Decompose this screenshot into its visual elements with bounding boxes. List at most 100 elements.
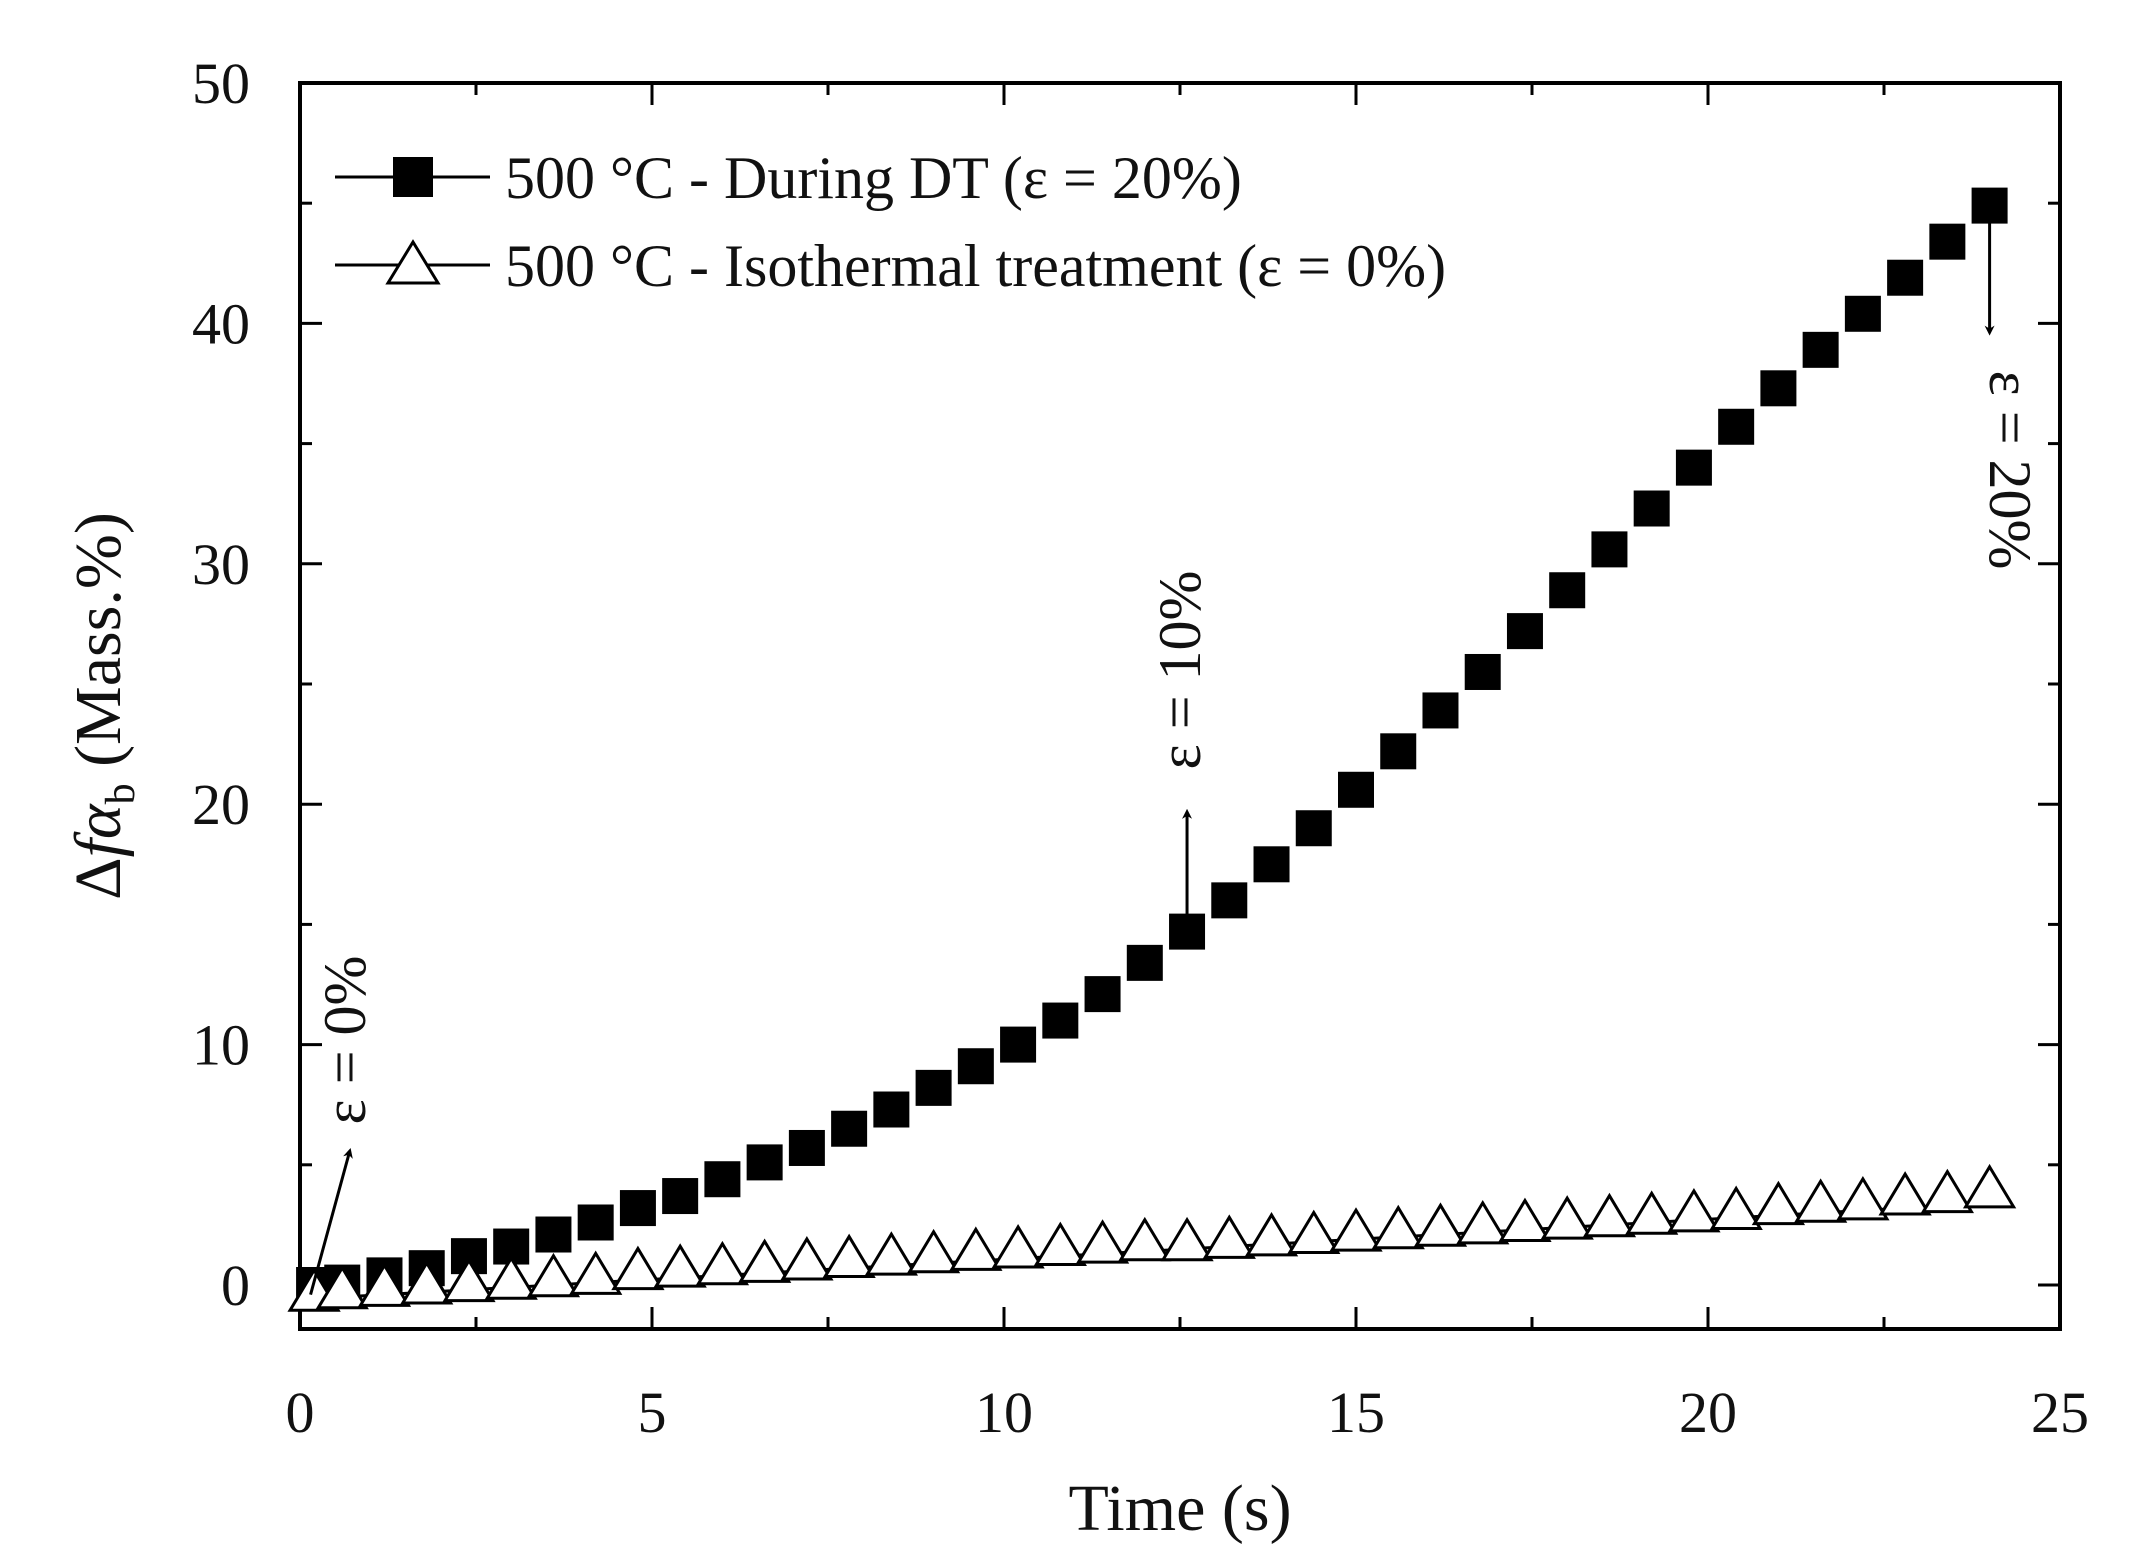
data-point-during-dt — [535, 1216, 572, 1253]
data-point-isothermal — [1920, 1168, 1975, 1214]
data-point-isothermal — [1540, 1195, 1594, 1240]
legend-item-during-dt: 500 °C - During DT (ε = 20%) — [335, 145, 1242, 211]
data-point-during-dt — [746, 1144, 783, 1181]
y-tick-label: 0 — [221, 1253, 250, 1318]
legend-marker-filled-square — [393, 157, 433, 197]
data-point-isothermal — [315, 1264, 369, 1310]
data-point-isothermal — [653, 1243, 707, 1288]
data-point-isothermal — [695, 1240, 750, 1286]
y-axis-title: Δfαb (Mass.%) — [62, 512, 144, 900]
legend-item-isothermal: 500 °C - Isothermal treatment (ε = 0%) — [335, 233, 1446, 299]
annotation-strain-0-arrow — [309, 1147, 353, 1296]
data-point-isothermal — [1413, 1202, 1468, 1247]
data-point-isothermal — [1160, 1216, 1214, 1262]
axis-ticks: 0 5 10 15 20 25 0 10 20 30 40 50 — [192, 51, 2089, 1445]
data-point-during-dt — [1295, 810, 1332, 847]
data-point-during-dt — [1084, 976, 1121, 1013]
data-point-during-dt — [1929, 223, 1966, 260]
data-point-isothermal — [1582, 1192, 1637, 1238]
data-point-isothermal — [1329, 1207, 1383, 1252]
x-tick-label: 25 — [2031, 1380, 2089, 1445]
y-tick-label: 10 — [192, 1013, 250, 1078]
data-point-isothermal — [1456, 1199, 1510, 1245]
x-tick-label: 10 — [975, 1380, 1033, 1445]
annotation-strain-20: ε = 20% — [1977, 215, 2043, 570]
data-point-isothermal — [1709, 1185, 1763, 1230]
y-tick-label: 30 — [192, 532, 250, 597]
x-tick-label: 15 — [1327, 1380, 1385, 1445]
data-point-isothermal — [1878, 1171, 1932, 1216]
data-point-isothermal — [949, 1226, 1003, 1271]
data-point-isothermal — [1118, 1216, 1172, 1262]
legend-label-isothermal: 500 °C - Isothermal treatment (ε = 0%) — [505, 233, 1446, 299]
annotation-strain-20-label: ε = 20% — [1977, 370, 2043, 569]
data-point-isothermal — [1202, 1214, 1256, 1259]
data-point-during-dt — [1380, 733, 1417, 770]
data-point-during-dt — [1506, 613, 1543, 650]
data-point-during-dt — [1338, 771, 1374, 808]
y-tick-label: 20 — [192, 772, 250, 837]
data-point-isothermal — [1836, 1175, 1890, 1221]
data-point-isothermal — [1793, 1178, 1848, 1223]
series-isothermal — [287, 1163, 2017, 1312]
data-point-isothermal — [1244, 1212, 1299, 1257]
data-point-during-dt — [1718, 408, 1755, 445]
data-point-during-dt — [1042, 1002, 1079, 1039]
annotation-strain-0-label: ε = 0% — [312, 955, 378, 1124]
data-point-isothermal — [400, 1260, 454, 1305]
legend-label-during-dt: 500 °C - During DT (ε = 20%) — [505, 145, 1242, 211]
annotation-strain-0: ε = 0% — [309, 955, 378, 1296]
data-point-isothermal — [1625, 1190, 1679, 1235]
data-point-during-dt — [831, 1110, 868, 1147]
data-point-during-dt — [1126, 944, 1163, 981]
data-point-isothermal — [737, 1238, 792, 1283]
data-point-isothermal — [780, 1236, 834, 1281]
legend: 500 °C - During DT (ε = 20%) 500 °C - Is… — [335, 145, 1446, 299]
data-point-during-dt — [1760, 370, 1797, 407]
data-point-during-dt — [1422, 692, 1459, 729]
data-point-during-dt — [619, 1190, 656, 1227]
series-during-dt — [296, 187, 2008, 1303]
data-point-isothermal — [1667, 1187, 1721, 1233]
legend-marker-open-triangle — [385, 239, 441, 285]
data-point-during-dt — [1844, 295, 1881, 332]
data-point-isothermal — [357, 1262, 412, 1307]
data-point-during-dt — [1633, 490, 1670, 527]
x-tick-label: 5 — [638, 1380, 667, 1445]
y-tick-label: 40 — [192, 291, 250, 356]
annotations: ε = 0% ε = 10% ε = 20% — [309, 215, 2043, 1296]
data-point-during-dt — [1802, 331, 1839, 368]
x-axis-title: Time (s) — [1068, 1472, 1291, 1545]
data-point-isothermal — [864, 1231, 919, 1276]
data-point-during-dt — [704, 1161, 741, 1198]
data-point-during-dt — [1887, 259, 1924, 296]
data-point-isothermal — [991, 1224, 1045, 1269]
y-tick-label: 50 — [192, 51, 250, 116]
data-point-during-dt — [957, 1048, 994, 1085]
x-tick-label: 20 — [1679, 1380, 1737, 1445]
data-point-isothermal — [569, 1250, 623, 1295]
x-tick-label: 0 — [286, 1380, 315, 1445]
data-point-during-dt — [1464, 653, 1501, 690]
data-point-isothermal — [1962, 1163, 2017, 1209]
data-point-during-dt — [1253, 846, 1290, 883]
data-point-during-dt — [1549, 572, 1586, 609]
data-point-isothermal — [1371, 1204, 1425, 1250]
data-point-during-dt — [788, 1129, 825, 1166]
data-point-isothermal — [442, 1257, 496, 1303]
data-point-isothermal — [822, 1233, 876, 1279]
data-point-during-dt — [577, 1204, 614, 1241]
data-point-isothermal — [526, 1252, 581, 1298]
data-point-isothermal — [1075, 1219, 1130, 1264]
data-point-during-dt — [873, 1091, 910, 1128]
data-point-isothermal — [611, 1245, 665, 1291]
data-point-during-dt — [1591, 531, 1628, 568]
annotation-strain-10: ε = 10% — [1147, 570, 1213, 932]
data-point-during-dt — [1000, 1026, 1037, 1063]
data-point-during-dt — [915, 1069, 952, 1106]
data-point-isothermal — [1033, 1221, 1087, 1267]
data-point-isothermal — [1498, 1197, 1552, 1242]
annotation-strain-10-label: ε = 10% — [1147, 570, 1213, 769]
data-point-isothermal — [906, 1228, 961, 1274]
